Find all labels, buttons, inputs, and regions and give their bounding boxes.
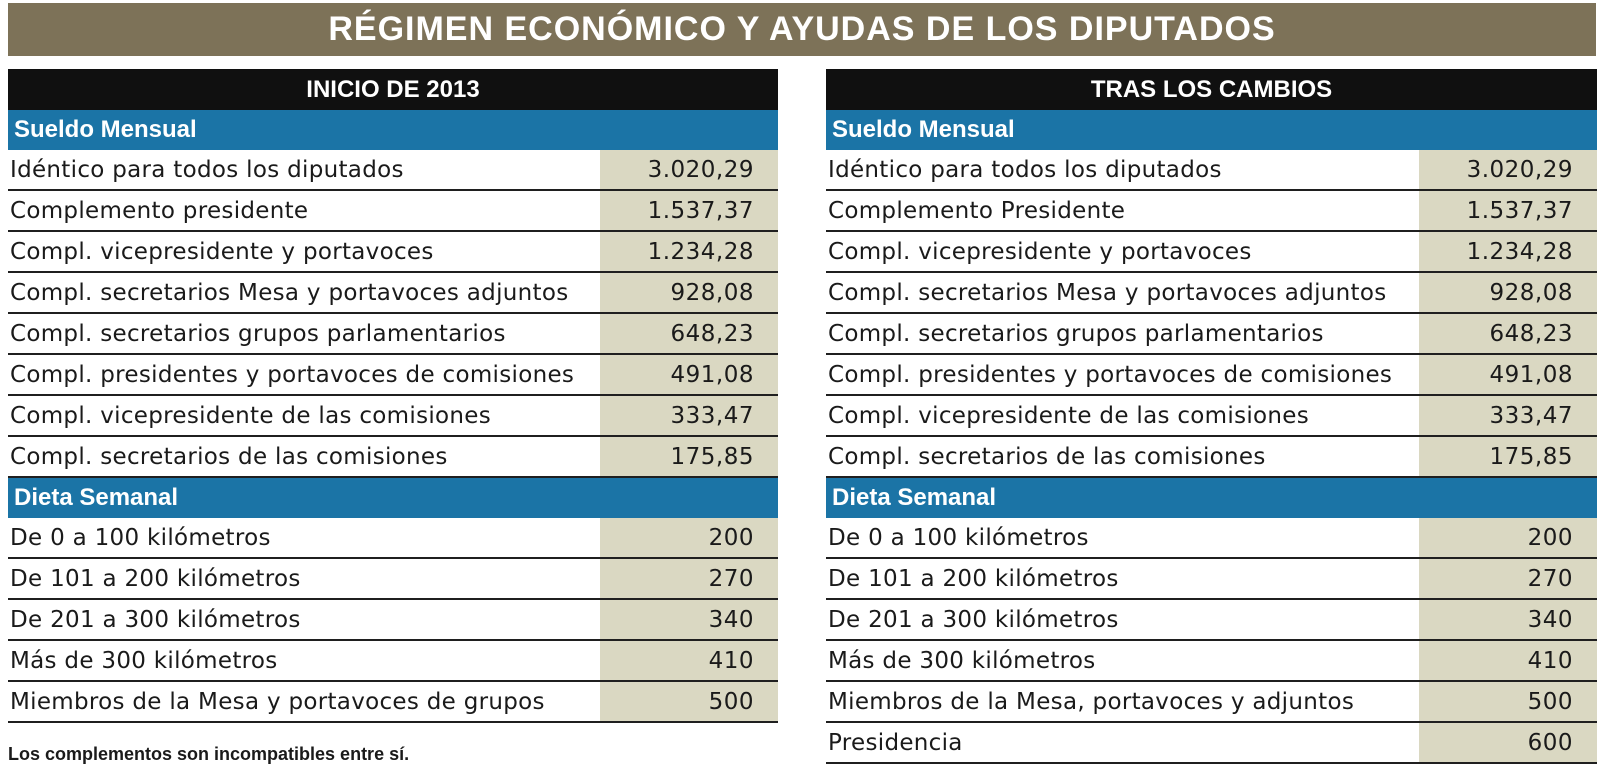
row-value: 333,47 (1419, 396, 1597, 435)
row-label: De 201 a 300 kilómetros (10, 606, 301, 633)
table-row: Compl. secretarios de las comisiones 175,… (826, 437, 1597, 478)
panel-tras-los-cambios: TRAS LOS CAMBIOS Sueldo Mensual Idéntico… (826, 69, 1597, 764)
panel-heading: TRAS LOS CAMBIOS (826, 69, 1597, 110)
table-row: Compl. secretarios Mesa y portavoces adj… (826, 273, 1597, 314)
table-row: Idéntico para todos los diputados 3.020,2… (8, 150, 778, 191)
row-label: De 101 a 200 kilómetros (828, 565, 1119, 592)
table-row: Más de 300 kilómetros 410 (8, 641, 778, 682)
panel-heading: INICIO DE 2013 (8, 69, 778, 110)
row-label: Complemento presidente (10, 197, 309, 224)
table-row: Más de 300 kilómetros 410 (826, 641, 1597, 682)
row-value: 500 (600, 682, 778, 721)
row-value: 340 (1419, 600, 1597, 639)
row-value: 1.234,28 (1419, 232, 1597, 271)
table-row: De 101 a 200 kilómetros 270 (8, 559, 778, 600)
table-row: De 101 a 200 kilómetros 270 (826, 559, 1597, 600)
table-row: Compl. secretarios de las comisiones 175,… (8, 437, 778, 478)
row-value: 200 (1419, 518, 1597, 557)
row-value: 1.234,28 (600, 232, 778, 271)
row-label: De 201 a 300 kilómetros (828, 606, 1119, 633)
table-row: Compl. vicepresidente y portavoces 1.234,… (826, 232, 1597, 273)
row-value: 1.537,37 (600, 191, 778, 230)
table-row: Miembros de la Mesa y portavoces de grup… (8, 682, 778, 723)
row-label: Más de 300 kilómetros (10, 647, 278, 674)
row-label: Compl. presidentes y portavoces de comis… (828, 361, 1393, 388)
row-value: 648,23 (600, 314, 778, 353)
row-label: Compl. secretarios de las comisiones (10, 443, 448, 470)
row-value: 600 (1419, 723, 1597, 762)
footnote: Los complementos son incompatibles entre… (8, 744, 410, 764)
row-value: 928,08 (1419, 273, 1597, 312)
row-value: 175,85 (600, 437, 778, 476)
row-label: Miembros de la Mesa y portavoces de grup… (10, 688, 545, 715)
row-label: Idéntico para todos los diputados (828, 156, 1222, 183)
row-value: 928,08 (600, 273, 778, 312)
row-value: 500 (1419, 682, 1597, 721)
table-row: De 201 a 300 kilómetros 340 (8, 600, 778, 641)
row-value: 491,08 (1419, 355, 1597, 394)
table-row: Compl. secretarios grupos parlamentarios… (8, 314, 778, 355)
section-heading-dieta: Dieta Semanal (826, 478, 1597, 518)
row-label: Miembros de la Mesa, portavoces y adjunt… (828, 688, 1355, 715)
table-row: Compl. vicepresidente de las comisiones 3… (8, 396, 778, 437)
row-label: Compl. secretarios grupos parlamentarios (10, 320, 506, 347)
table-row: De 0 a 100 kilómetros 200 (826, 518, 1597, 559)
section-heading-dieta: Dieta Semanal (8, 478, 778, 518)
section-heading-sueldo: Sueldo Mensual (826, 110, 1597, 150)
row-value: 175,85 (1419, 437, 1597, 476)
row-label: Compl. secretarios Mesa y portavoces adj… (10, 279, 569, 306)
table-row: De 201 a 300 kilómetros 340 (826, 600, 1597, 641)
row-label: Compl. secretarios de las comisiones (828, 443, 1266, 470)
row-label: Compl. presidentes y portavoces de comis… (10, 361, 575, 388)
table-row: Compl. secretarios grupos parlamentarios… (826, 314, 1597, 355)
row-label: Más de 300 kilómetros (828, 647, 1096, 674)
table-row: Compl. vicepresidente y portavoces 1.234,… (8, 232, 778, 273)
table-row: Compl. vicepresidente de las comisiones 3… (826, 396, 1597, 437)
section-heading-sueldo: Sueldo Mensual (8, 110, 778, 150)
row-value: 410 (600, 641, 778, 680)
row-value: 1.537,37 (1419, 191, 1597, 230)
row-value: 3.020,29 (1419, 150, 1597, 189)
row-label: Compl. secretarios grupos parlamentarios (828, 320, 1324, 347)
row-label: Presidencia (828, 729, 963, 756)
row-value: 648,23 (1419, 314, 1597, 353)
table-row: Miembros de la Mesa, portavoces y adjunt… (826, 682, 1597, 723)
page-title: RÉGIMEN ECONÓMICO Y AYUDAS DE LOS DIPUTA… (328, 10, 1276, 48)
row-value: 491,08 (600, 355, 778, 394)
row-value: 410 (1419, 641, 1597, 680)
row-value: 3.020,29 (600, 150, 778, 189)
table-row: Compl. secretarios Mesa y portavoces adj… (8, 273, 778, 314)
row-label: De 101 a 200 kilómetros (10, 565, 301, 592)
table-row: Presidencia 600 (826, 723, 1597, 764)
row-label: Compl. vicepresidente de las comisiones (10, 402, 492, 429)
row-label: De 0 a 100 kilómetros (828, 524, 1089, 551)
title-bar: RÉGIMEN ECONÓMICO Y AYUDAS DE LOS DIPUTA… (8, 3, 1596, 56)
row-label: Complemento Presidente (828, 197, 1126, 224)
row-label: De 0 a 100 kilómetros (10, 524, 271, 551)
row-value: 270 (600, 559, 778, 598)
row-label: Idéntico para todos los diputados (10, 156, 404, 183)
row-value: 200 (600, 518, 778, 557)
row-label: Compl. vicepresidente y portavoces (10, 238, 434, 265)
row-value: 270 (1419, 559, 1597, 598)
row-value: 333,47 (600, 396, 778, 435)
table-row: De 0 a 100 kilómetros 200 (8, 518, 778, 559)
table-row: Compl. presidentes y portavoces de comis… (826, 355, 1597, 396)
table-row: Compl. presidentes y portavoces de comis… (8, 355, 778, 396)
row-label: Compl. vicepresidente de las comisiones (828, 402, 1310, 429)
panel-inicio-2013: INICIO DE 2013 Sueldo Mensual Idéntico p… (8, 69, 778, 723)
table-row: Idéntico para todos los diputados 3.020,2… (826, 150, 1597, 191)
row-label: Compl. secretarios Mesa y portavoces adj… (828, 279, 1387, 306)
table-row: Complemento presidente 1.537,37 (8, 191, 778, 232)
row-value: 340 (600, 600, 778, 639)
table-row: Complemento Presidente 1.537,37 (826, 191, 1597, 232)
row-label: Compl. vicepresidente y portavoces (828, 238, 1252, 265)
